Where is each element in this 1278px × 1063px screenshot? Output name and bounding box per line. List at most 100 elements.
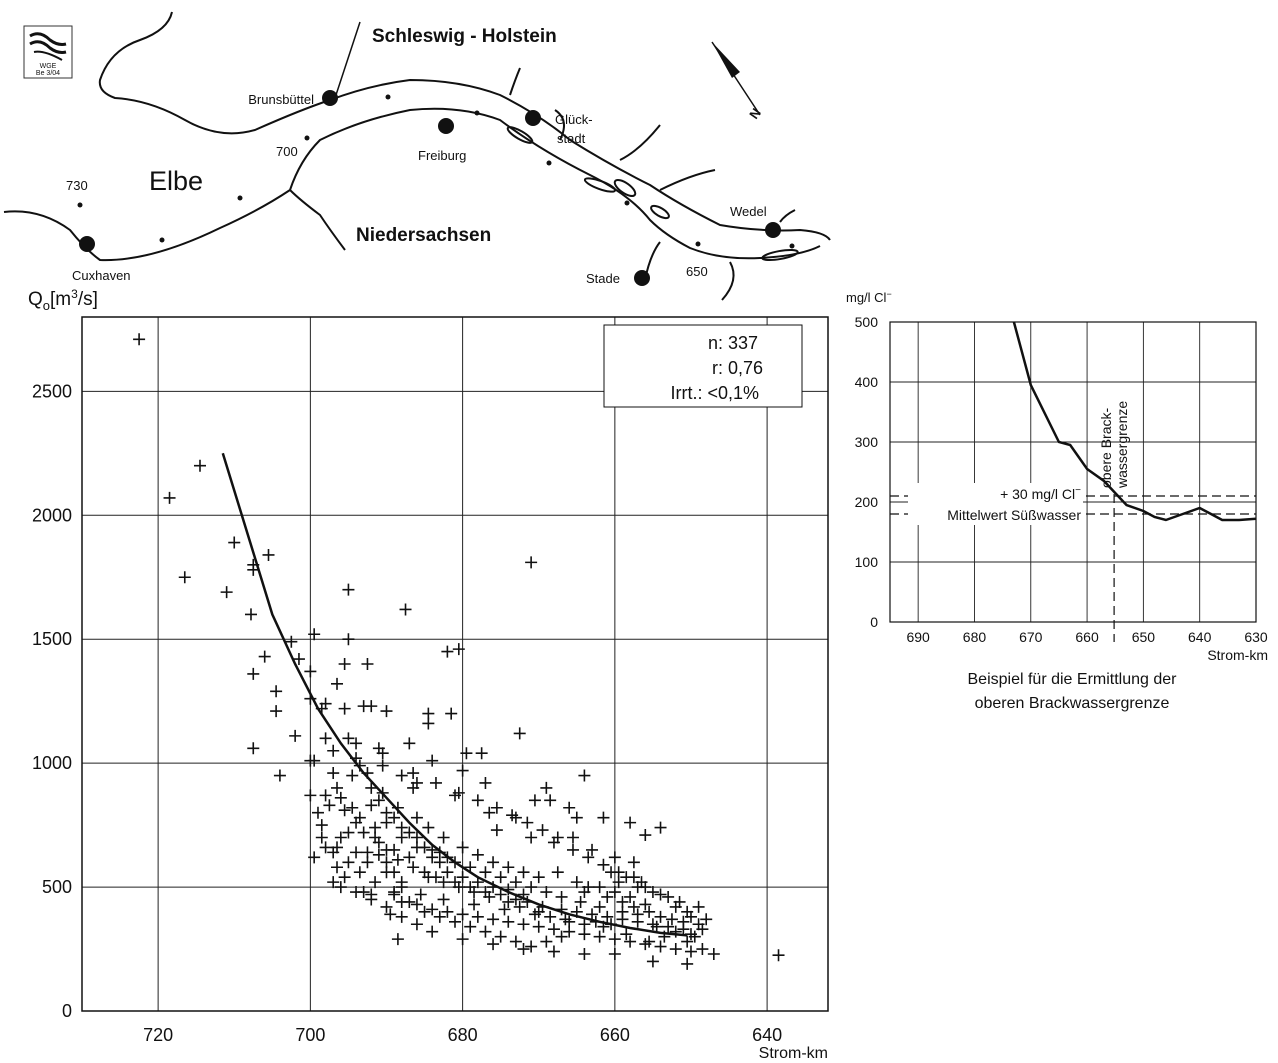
scatter-x-tick-3: 660	[600, 1025, 630, 1045]
scatter-point-293	[563, 915, 576, 928]
scatter-point-273	[452, 786, 465, 799]
chloride-x-tick-5: 640	[1188, 629, 1212, 645]
scatter-point-9	[244, 608, 257, 621]
chloride-caption-2: oberen Brackwassergrenze	[975, 695, 1170, 712]
scatter-x-tick-4: 640	[752, 1025, 782, 1045]
scatter-point-94	[395, 769, 408, 782]
scatter-point-309	[380, 816, 393, 829]
scatter-point-271	[407, 767, 420, 780]
scatter-point-221	[665, 913, 678, 926]
scatter-point-306	[369, 821, 382, 834]
scatter-point-105	[563, 801, 576, 814]
scatter-point-220	[654, 910, 667, 923]
scatter-point-139	[700, 913, 713, 926]
scatter-point-171	[410, 918, 423, 931]
scatter-point-211	[517, 866, 530, 879]
scatter-point-17	[342, 633, 355, 646]
scatter-point-36	[327, 744, 340, 757]
chloride-x-tick-6: 630	[1244, 629, 1268, 645]
town-label-stade: Stade	[586, 271, 620, 286]
scatter-point-142	[441, 905, 454, 918]
scatter-point-298	[483, 890, 496, 903]
scatter-point-86	[460, 747, 473, 760]
scatter-point-304	[391, 853, 404, 866]
scatter-point-266	[315, 831, 328, 844]
scatter-point-191	[646, 886, 659, 899]
scatter-point-308	[365, 799, 378, 812]
town-label-glueckstadt-2: stadt	[557, 131, 586, 146]
scatter-point-46	[304, 789, 317, 802]
scatter-point-305	[380, 843, 393, 856]
scatter-point-7	[247, 563, 260, 576]
scatter-x-tick-0: 720	[143, 1025, 173, 1045]
scatter-point-111	[525, 831, 538, 844]
chloride-y-tick-2: 200	[855, 494, 879, 510]
scatter-point-166	[547, 945, 560, 958]
scatter-point-106	[570, 811, 583, 824]
scatter-point-56	[338, 871, 351, 884]
scatter-point-281	[582, 851, 595, 864]
scatter-point-34	[308, 754, 321, 767]
scatter-point-296	[513, 900, 526, 913]
scatter-point-8	[262, 548, 275, 561]
scatter-point-212	[532, 871, 545, 884]
scatter-point-91	[456, 764, 469, 777]
scatter-point-45	[319, 789, 332, 802]
scatter-point-247	[681, 935, 694, 948]
town-label-wedel: Wedel	[730, 204, 767, 219]
scatter-point-4	[220, 586, 233, 599]
scatter-point-207	[456, 841, 469, 854]
scatter-point-93	[407, 781, 420, 794]
scatter-point-159	[696, 943, 709, 956]
scatter-point-14	[304, 665, 317, 678]
map-km-700: 700	[276, 144, 298, 159]
scatter-point-205	[422, 821, 435, 834]
scatter-point-80	[399, 603, 412, 616]
scatter-point-209	[487, 856, 500, 869]
scatter-point-311	[410, 841, 423, 854]
scatter-point-89	[513, 727, 526, 740]
scatter-point-114	[586, 843, 599, 856]
scatter-point-81	[452, 643, 465, 656]
scatter-point-124	[494, 888, 507, 901]
scatter-point-185	[540, 886, 553, 899]
scatter-point-143	[456, 908, 469, 921]
stats-box: n: 337 r: 0,76 Irrt.: <0,1%	[603, 324, 803, 408]
scatter-point-175	[350, 886, 363, 899]
scatter-point-0	[133, 333, 146, 346]
scatter-point-267	[311, 806, 324, 819]
scatter-point-164	[608, 947, 621, 960]
scatter-point-107	[597, 811, 610, 824]
scatter-point-28	[270, 685, 283, 698]
scatter-point-99	[479, 776, 492, 789]
map-km-730: 730	[66, 178, 88, 193]
scatter-point-277	[521, 816, 534, 829]
scatter-point-152	[593, 930, 606, 943]
town-label-cuxhaven: Cuxhaven	[72, 268, 131, 283]
scatter-point-218	[627, 900, 640, 913]
chloride-y-tick-3: 300	[855, 434, 879, 450]
scatter-point-295	[532, 905, 545, 918]
scatter-point-208	[471, 848, 484, 861]
scatter-point-82	[441, 645, 454, 658]
scatter-point-188	[593, 881, 606, 894]
scatter-y-tick-0: 0	[62, 1001, 72, 1021]
scatter-point-38	[350, 737, 363, 750]
chloride-x-tick-3: 660	[1075, 629, 1099, 645]
scatter-point-1	[163, 491, 176, 504]
scatter-point-162	[681, 957, 694, 970]
scatter-point-241	[624, 890, 637, 903]
scatter-y-tick-2: 1000	[32, 753, 72, 773]
map-km-650: 650	[686, 264, 708, 279]
scatter-y-tick-4: 2000	[32, 505, 72, 525]
scatter-point-144	[471, 910, 484, 923]
scatter-point-186	[555, 890, 568, 903]
scatter-point-103	[528, 794, 541, 807]
scatter-point-231	[498, 903, 511, 916]
scatter-point-213	[551, 866, 564, 879]
scatter-point-141	[426, 903, 439, 916]
stats-n: n: 337	[708, 333, 758, 353]
scatter-point-242	[616, 905, 629, 918]
chloride-x-label: Strom-km	[1207, 647, 1268, 663]
town-dot-cuxhaven	[79, 236, 95, 252]
